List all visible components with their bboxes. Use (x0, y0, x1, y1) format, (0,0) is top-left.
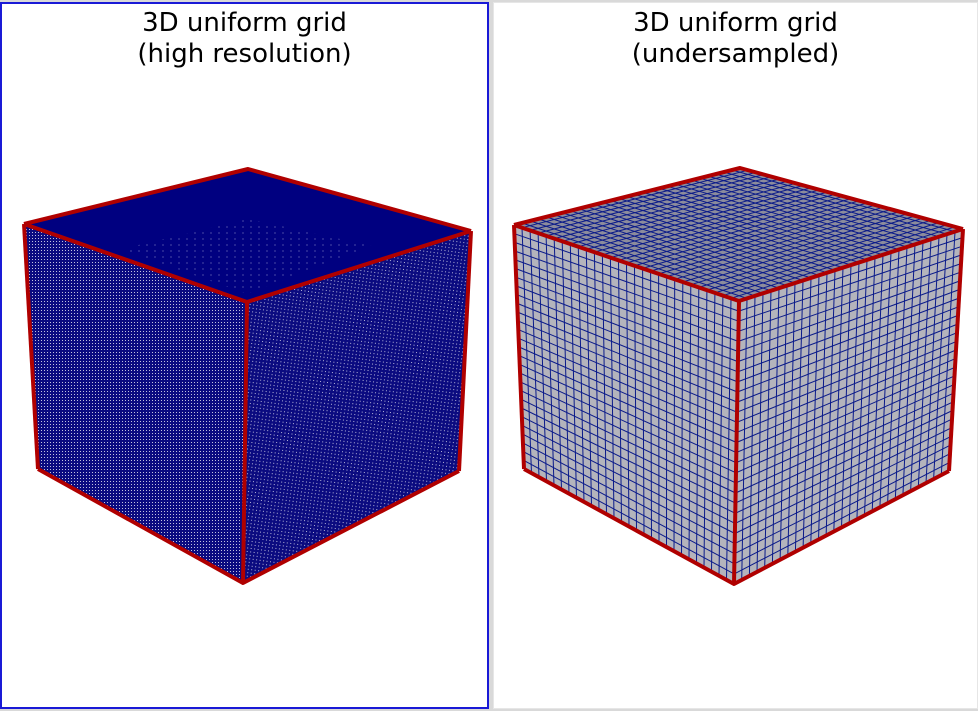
grid-line (722, 224, 948, 297)
grid-line (706, 219, 932, 291)
grid-line (522, 433, 735, 545)
grid-line (711, 292, 716, 572)
grid-line (933, 234, 948, 480)
grid-line (730, 226, 956, 299)
cube-render-high-res[interactable] (2, 4, 487, 707)
grid-line (642, 268, 645, 535)
grid-line (735, 410, 953, 514)
grid-line (940, 231, 956, 476)
grid-line (734, 435, 952, 545)
grid-line (651, 189, 876, 258)
grid-line (736, 349, 957, 443)
grid-line (523, 459, 735, 575)
viewport-undersampled[interactable]: 3D uniform grid (undersampled) (493, 2, 978, 709)
grid-line (735, 401, 954, 504)
grid-line (703, 290, 708, 568)
viewport-title: 3D uniform grid (undersampled) (494, 8, 977, 70)
grid-line (519, 363, 737, 464)
cube-edges (22, 167, 473, 585)
grid-line (735, 375, 955, 474)
cube-edges (512, 166, 965, 586)
cube-render-undersampled[interactable] (494, 3, 977, 708)
cube-face-left (24, 224, 247, 583)
grid-line (634, 265, 637, 531)
viewport-title-line2: (undersampled) (631, 39, 840, 69)
grid-line (690, 215, 916, 286)
grid-line (715, 173, 940, 238)
grid-line (673, 279, 676, 552)
viewport-title-line2: (high resolution) (137, 39, 352, 69)
grid-line (521, 416, 736, 524)
grid-line (733, 461, 950, 575)
grid-line (848, 262, 860, 524)
grid-line (723, 171, 948, 235)
viewport-title-line1: 3D uniform grid (142, 8, 347, 38)
grid-line (518, 346, 737, 443)
grid-line (682, 213, 908, 283)
grid-line (688, 284, 692, 560)
grid-line (734, 418, 953, 524)
grid-line (735, 384, 955, 484)
grid-line (519, 372, 737, 474)
viewport-title-line1: 3D uniform grid (633, 8, 838, 38)
grid-line (734, 444, 951, 555)
grid-line (520, 381, 737, 484)
grid-line (667, 185, 892, 253)
grid-line (879, 252, 892, 508)
grid-line (659, 187, 884, 256)
viewport-title: 3D uniform grid (high resolution) (2, 8, 487, 70)
grid-line (634, 200, 860, 267)
grid-line (681, 281, 684, 556)
grid-line (658, 206, 884, 275)
grid-line (642, 202, 868, 269)
grid-line (696, 287, 700, 564)
grid-line (666, 208, 892, 278)
grid-line (902, 244, 916, 496)
cube-face-right (243, 231, 471, 583)
grid-line (714, 222, 940, 294)
grid-line (734, 453, 951, 565)
grid-line (917, 239, 932, 488)
grid-line (523, 451, 735, 565)
grid-line (522, 442, 735, 555)
grid-line (856, 259, 868, 520)
grid-line (707, 175, 932, 240)
grid-line (731, 169, 956, 233)
grid-line (736, 358, 956, 454)
grid-line (683, 181, 908, 248)
grid-line (887, 249, 900, 504)
grid-line (910, 241, 924, 492)
cube-grid-lines (514, 169, 963, 581)
grid-line (864, 257, 876, 516)
grid-line (735, 392, 954, 494)
grid-line (718, 295, 724, 576)
viewport-high-resolution[interactable]: 3D uniform grid (high resolution) (0, 2, 489, 709)
grid-line (699, 177, 924, 243)
grid-line (894, 246, 908, 500)
grid-line (925, 236, 940, 484)
grid-line (675, 183, 900, 251)
grid-line (871, 254, 884, 512)
grid-line (519, 355, 737, 454)
grid-line (521, 424, 736, 534)
grid-line (698, 217, 924, 288)
grid-line (626, 198, 852, 264)
grid-line (634, 194, 860, 263)
grid-line (691, 179, 916, 245)
grid-line (650, 271, 652, 539)
grid-line (521, 407, 736, 514)
grid-line (650, 204, 876, 272)
grid-line (520, 398, 736, 504)
grid-line (642, 191, 868, 261)
grid-line (734, 427, 952, 534)
grid-line (520, 390, 736, 494)
grid-line (674, 211, 900, 280)
grid-line (726, 298, 732, 580)
grid-line (735, 366, 956, 464)
